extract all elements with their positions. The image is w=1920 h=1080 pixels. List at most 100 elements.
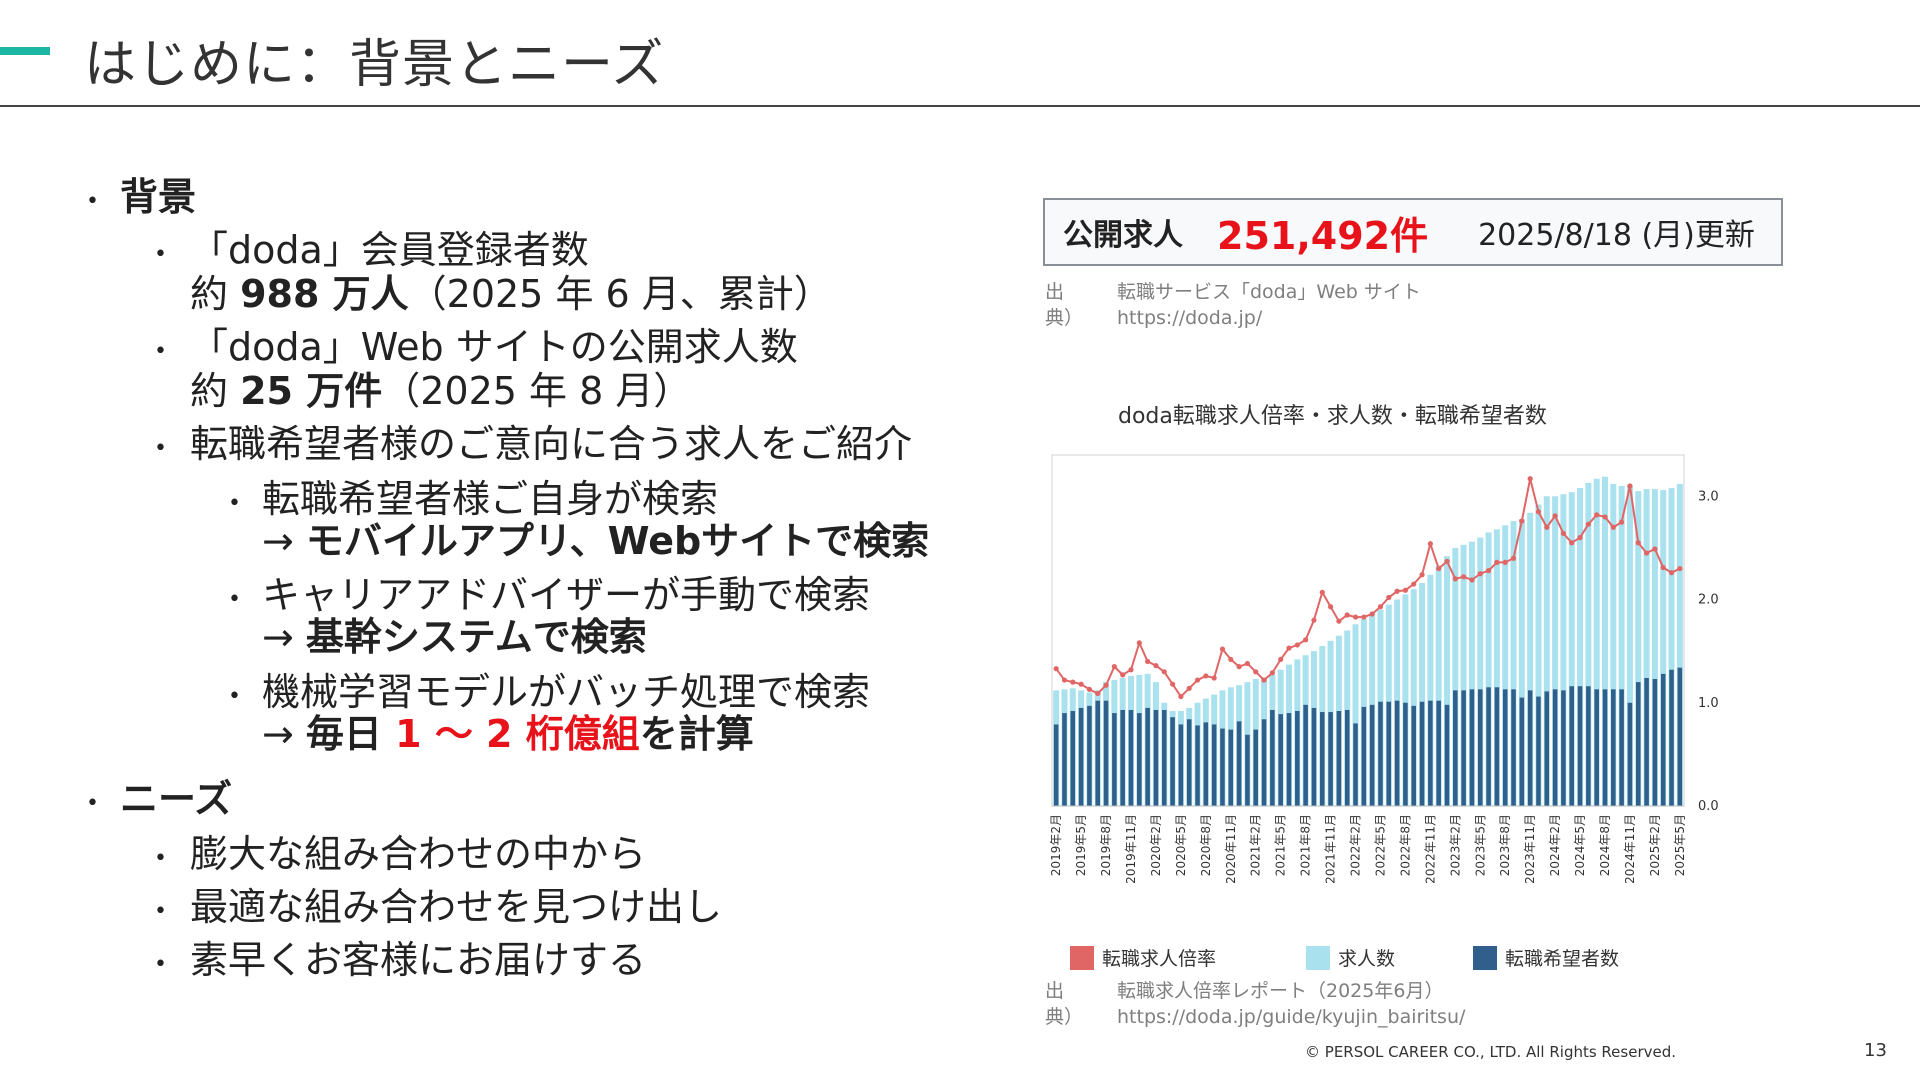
ratio-point — [1178, 693, 1184, 700]
bar-seekers — [1278, 714, 1283, 806]
ratio-point — [1228, 656, 1234, 663]
bar-seekers — [1253, 729, 1259, 806]
bar-jobs — [1626, 485, 1633, 806]
bar-jobs — [1668, 488, 1675, 806]
ratio-point — [1319, 589, 1325, 595]
y-tick-label: 0.0 — [1698, 799, 1719, 814]
bar-seekers — [1220, 728, 1225, 806]
title-accent-bar — [0, 47, 50, 55]
legend-item-jobs: 求人数 — [1306, 944, 1395, 971]
ratio-point — [1660, 564, 1666, 571]
bar-seekers — [1178, 724, 1184, 806]
x-tick-label: 2023年8月 — [1498, 814, 1512, 876]
ratio-point — [1544, 524, 1550, 530]
legend-swatch-jobs — [1306, 945, 1330, 970]
ratio-point — [1219, 646, 1226, 652]
title-divider — [0, 105, 1920, 107]
ratio-point — [1535, 509, 1542, 515]
ratio-point — [1269, 670, 1275, 676]
arrow: → — [262, 519, 306, 563]
ratio-point — [1352, 614, 1359, 620]
bar-seekers — [1494, 687, 1500, 806]
bar-seekers — [1295, 711, 1300, 806]
legend-item-ratio: 転職求人倍率 — [1070, 944, 1216, 971]
bar-seekers — [1519, 697, 1525, 806]
ratio-point — [1560, 530, 1567, 537]
source-url: https://doda.jp/ — [1117, 307, 1263, 329]
bar-seekers — [1469, 689, 1475, 806]
ml-result-post: を計算 — [639, 712, 754, 756]
bar-seekers — [1328, 712, 1333, 806]
bullet-members: 「doda」会員登録者数 — [190, 228, 589, 272]
bar-seekers — [1644, 677, 1649, 806]
bar-seekers — [1353, 723, 1358, 806]
ratio-point — [1494, 559, 1500, 565]
bar-seekers — [1386, 701, 1392, 806]
ratio-point — [1294, 642, 1300, 648]
ratio-point — [1070, 679, 1076, 685]
bar-seekers — [1428, 700, 1433, 806]
bar-seekers — [1369, 704, 1375, 806]
bar-jobs — [1635, 491, 1642, 806]
bar-seekers — [1561, 690, 1566, 806]
bullet-dot: • — [154, 436, 167, 461]
bar-seekers — [1544, 691, 1550, 806]
bar-jobs — [1493, 529, 1500, 806]
ratio-point — [1369, 611, 1375, 617]
bar-seekers — [1270, 709, 1275, 806]
bullet-heading-needs: ニーズ — [120, 777, 233, 821]
arrow: → — [262, 712, 306, 756]
ratio-line — [1055, 478, 1681, 699]
x-tick-label: 2020年11月 — [1224, 814, 1238, 884]
bar-seekers — [1137, 713, 1142, 806]
bar-jobs — [1452, 547, 1459, 806]
ratio-point — [1236, 664, 1242, 670]
bar-seekers — [1087, 705, 1092, 806]
ratio-point — [1111, 664, 1117, 670]
source-name: 転職求人倍率レポート（2025年6月） — [1117, 980, 1444, 1002]
bar-seekers — [1286, 713, 1292, 806]
bullet-ml-result: → 毎日 1 ～ 2 桁億組を計算 — [262, 713, 754, 756]
bullet-advisor-result: → 基幹システムで検索 — [262, 616, 647, 659]
ratio-point — [1436, 565, 1442, 572]
ratio-point — [1203, 673, 1209, 679]
ratio-point — [1061, 677, 1068, 683]
y-tick-label: 1.0 — [1698, 696, 1719, 711]
bar-seekers — [1527, 690, 1533, 806]
bar-seekers — [1552, 689, 1558, 806]
bar-seekers — [1444, 704, 1450, 806]
ratio-point — [1086, 686, 1093, 692]
ratio-point — [1469, 577, 1475, 583]
ratio-point — [1186, 685, 1192, 691]
ratio-point — [1244, 660, 1251, 667]
jobs-ratio-chart: 0.0 1.0 2.0 3.0 2019年2月 2019年5月 2019年8月 2019年11… — [1049, 454, 1719, 884]
bullet-ml-search: 機械学習モデルがバッチ処理で検索 — [262, 670, 871, 714]
ratio-point — [1278, 656, 1284, 663]
ratio-point — [1194, 677, 1201, 683]
source-key: 出典） — [1045, 980, 1084, 1028]
bar-seekers — [1095, 700, 1101, 806]
bar-seekers — [1361, 706, 1367, 806]
bullet-dot: • — [86, 189, 99, 214]
bullet-dot: • — [228, 491, 241, 516]
bar-seekers — [1569, 686, 1575, 806]
bar-jobs — [1585, 482, 1592, 806]
bar-seekers — [1261, 719, 1267, 806]
x-tick-label: 2022年8月 — [1398, 814, 1412, 876]
bullet-dot: • — [154, 339, 167, 364]
bullet-need-1: 膨大な組み合わせの中から — [190, 832, 647, 876]
bar-jobs — [1352, 624, 1359, 806]
x-tick-label: 2020年5月 — [1174, 814, 1188, 876]
bullet-need-2: 最適な組み合わせを見つけ出し — [190, 885, 723, 929]
ratio-point — [1253, 669, 1259, 675]
bullet-need-3: 素早くお客様にお届けする — [190, 938, 647, 982]
page-number: 13 — [1864, 1040, 1887, 1061]
bar-seekers — [1078, 707, 1084, 806]
bullet-self-search: 転職希望者様ご自身が検索 — [262, 477, 719, 521]
bar-jobs — [1510, 521, 1517, 806]
bar-jobs — [1477, 537, 1484, 806]
ratio-point — [1619, 519, 1625, 525]
x-tick-label: 2025年5月 — [1673, 814, 1687, 876]
ml-result-highlight: 1 ～ 2 桁億組 — [395, 712, 640, 756]
copyright: © PERSOL CAREER CO., LTD. All Rights Res… — [1305, 1043, 1677, 1061]
